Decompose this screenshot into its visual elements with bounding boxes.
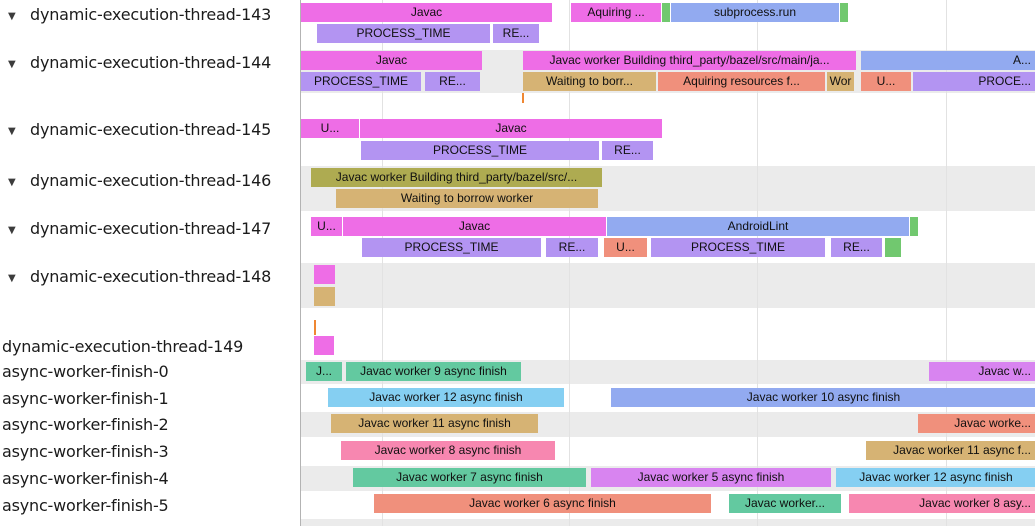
timeline-slice[interactable]: Waiting to borr... xyxy=(523,72,656,91)
sidebar-track-async-worker-finish-0[interactable]: async-worker-finish-0 xyxy=(0,362,169,382)
timeline-slice[interactable]: Javac worker 7 async finish xyxy=(353,468,586,487)
timeline-slice[interactable]: A... xyxy=(861,51,1035,70)
timeline-slice[interactable] xyxy=(840,3,848,22)
track-label: dynamic-execution-thread-143 xyxy=(30,5,272,24)
timeline-slice[interactable]: Javac worker 10 async finish xyxy=(611,388,1035,407)
track-label: async-worker-finish-1 xyxy=(2,389,169,408)
timeline-slice[interactable]: RE... xyxy=(493,24,539,43)
timeline-slice[interactable]: PROCESS_TIME xyxy=(301,72,421,91)
sidebar-track-async-worker-finish-5[interactable]: async-worker-finish-5 xyxy=(0,496,169,516)
track-label: dynamic-execution-thread-146 xyxy=(30,171,272,190)
collapse-caret-icon[interactable]: ▼ xyxy=(8,177,16,188)
timeline-slice[interactable]: Javac worker 8 asy... xyxy=(849,494,1035,513)
track-label: async-worker-finish-3 xyxy=(2,442,169,461)
track-label: dynamic-execution-thread-145 xyxy=(30,120,272,139)
timeline-slice[interactable]: PROCESS_TIME xyxy=(317,24,490,43)
timeline-slice[interactable]: RE... xyxy=(425,72,480,91)
sidebar-track-async-worker-finish-4[interactable]: async-worker-finish-4 xyxy=(0,469,169,489)
timeline-slice[interactable]: Javac worke... xyxy=(918,414,1035,433)
timeline-slice[interactable]: Javac xyxy=(301,3,552,22)
timeline-slice[interactable]: Javac worker 9 async finish xyxy=(346,362,521,381)
timeline-slice[interactable]: Javac worker 11 async f... xyxy=(866,441,1035,460)
track-label: dynamic-execution-thread-149 xyxy=(2,337,244,356)
timeline-slice[interactable] xyxy=(314,287,335,306)
gridline xyxy=(382,0,383,526)
timeline-slice[interactable]: Javac worker Building third_party/bazel/… xyxy=(523,51,856,70)
timeline-slice[interactable]: PROCE... xyxy=(913,72,1035,91)
timeline-slice[interactable] xyxy=(662,3,670,22)
track-label: dynamic-execution-thread-147 xyxy=(30,219,272,238)
sidebar-track-async-worker-finish-2[interactable]: async-worker-finish-2 xyxy=(0,415,169,435)
timeline-slice[interactable]: Wor xyxy=(827,72,854,91)
flow-marker xyxy=(522,93,524,103)
timeline-slice[interactable] xyxy=(314,265,335,284)
timeline-slice[interactable]: RE... xyxy=(546,238,598,257)
sidebar-track-dynamic-execution-thread-146[interactable]: ▼ dynamic-execution-thread-146 xyxy=(0,171,271,191)
timeline-slice[interactable]: Javac worker Building third_party/bazel/… xyxy=(311,168,602,187)
timeline-slice[interactable]: Aquiring resources f... xyxy=(658,72,825,91)
track-label: async-worker-finish-0 xyxy=(2,362,169,381)
timeline-slice[interactable]: Waiting to borrow worker xyxy=(336,189,598,208)
gridline xyxy=(757,0,758,526)
timeline-canvas[interactable]: Javac Aquiring ... subprocess.run PROCESS_T… xyxy=(300,0,1035,526)
timeline-slice[interactable]: PROCESS_TIME xyxy=(651,238,825,257)
timeline-slice[interactable]: PROCESS_TIME xyxy=(362,238,541,257)
timeline-slice[interactable]: Aquiring ... xyxy=(571,3,661,22)
track-sidebar: ▼ dynamic-execution-thread-143 ▼ dynamic-ex… xyxy=(0,0,300,526)
track-label: async-worker-finish-2 xyxy=(2,415,169,434)
timeline-slice[interactable]: Javac worker 12 async finish xyxy=(836,468,1035,487)
timeline-slice[interactable]: Javac xyxy=(301,51,482,70)
sidebar-track-async-worker-finish-1[interactable]: async-worker-finish-1 xyxy=(0,389,169,409)
collapse-caret-icon[interactable]: ▼ xyxy=(8,126,16,137)
timeline-slice[interactable]: Javac worker 12 async finish xyxy=(328,388,564,407)
collapse-caret-icon[interactable]: ▼ xyxy=(8,225,16,236)
row-background xyxy=(301,519,1035,526)
timeline-slice[interactable]: U... xyxy=(861,72,911,91)
timeline-slice[interactable]: U... xyxy=(311,217,342,236)
timeline-slice[interactable]: Javac worker 8 async finish xyxy=(341,441,555,460)
timeline-slice[interactable]: Javac xyxy=(343,217,606,236)
timeline-slice[interactable]: J... xyxy=(306,362,342,381)
collapse-caret-icon[interactable]: ▼ xyxy=(8,273,16,284)
sidebar-track-dynamic-execution-thread-148[interactable]: ▼ dynamic-execution-thread-148 xyxy=(0,267,271,287)
track-label: async-worker-finish-4 xyxy=(2,469,169,488)
timeline-slice[interactable]: U... xyxy=(604,238,647,257)
gridline xyxy=(569,0,570,526)
timeline-slice[interactable]: Javac worker 6 async finish xyxy=(374,494,711,513)
track-label: dynamic-execution-thread-144 xyxy=(30,53,272,72)
sidebar-track-dynamic-execution-thread-145[interactable]: ▼ dynamic-execution-thread-145 xyxy=(0,120,271,140)
timeline-slice[interactable]: Javac w... xyxy=(929,362,1035,381)
timeline-slice[interactable]: PROCESS_TIME xyxy=(361,141,599,160)
sidebar-track-dynamic-execution-thread-149[interactable]: dynamic-execution-thread-149 xyxy=(0,337,243,357)
timeline-slice[interactable] xyxy=(910,217,918,236)
sidebar-track-async-worker-finish-3[interactable]: async-worker-finish-3 xyxy=(0,442,169,462)
sidebar-track-dynamic-execution-thread-144[interactable]: ▼ dynamic-execution-thread-144 xyxy=(0,53,271,73)
timeline-slice[interactable] xyxy=(885,238,901,257)
timeline-slice[interactable]: subprocess.run xyxy=(671,3,839,22)
timeline-slice[interactable]: AndroidLint xyxy=(607,217,909,236)
timeline-slice[interactable] xyxy=(314,336,334,355)
timeline-slice[interactable]: RE... xyxy=(602,141,653,160)
row-background xyxy=(301,263,1035,308)
sidebar-track-dynamic-execution-thread-147[interactable]: ▼ dynamic-execution-thread-147 xyxy=(0,219,271,239)
timeline-slice[interactable]: Javac worker 5 async finish xyxy=(591,468,831,487)
timeline-slice[interactable]: U... xyxy=(301,119,359,138)
gridline xyxy=(946,0,947,526)
track-label: dynamic-execution-thread-148 xyxy=(30,267,272,286)
sidebar-track-dynamic-execution-thread-143[interactable]: ▼ dynamic-execution-thread-143 xyxy=(0,5,271,25)
collapse-caret-icon[interactable]: ▼ xyxy=(8,59,16,70)
timeline-slice[interactable]: Javac worker 11 async finish xyxy=(331,414,538,433)
timeline-slice[interactable]: RE... xyxy=(831,238,882,257)
timeline-slice[interactable]: Javac worker... xyxy=(729,494,841,513)
track-label: async-worker-finish-5 xyxy=(2,496,169,515)
collapse-caret-icon[interactable]: ▼ xyxy=(8,11,16,22)
timeline-slice[interactable]: Javac xyxy=(360,119,662,138)
flow-marker xyxy=(314,320,316,335)
